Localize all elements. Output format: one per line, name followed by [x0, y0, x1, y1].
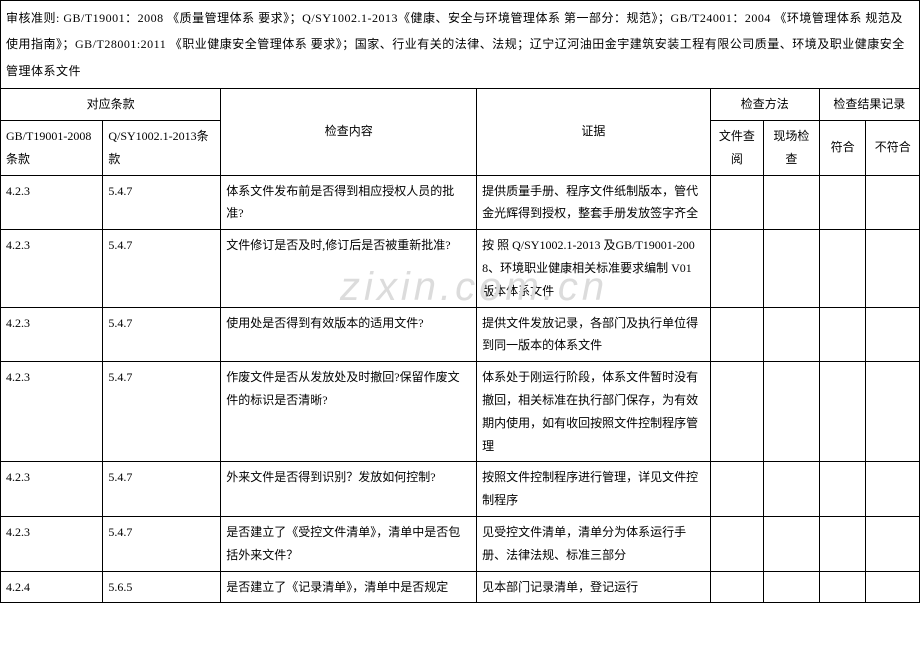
cell-content: 是否建立了《记录清单》，清单中是否规定: [221, 571, 477, 603]
cell-content: 外来文件是否得到识别？发放如何控制?: [221, 462, 477, 517]
table-row: 4.2.4 5.6.5 是否建立了《记录清单》，清单中是否规定 见本部门记录清单…: [1, 571, 920, 603]
cell-gb2: 5.4.7: [103, 462, 221, 517]
col-group-result: 检查结果记录: [819, 89, 919, 121]
cell-result2: [866, 462, 920, 517]
page-container: zixin.com.cn 审核准则: GB/T19001：2008 《质量管理体…: [0, 0, 920, 603]
col-result2: 不符合: [866, 120, 920, 175]
cell-evidence: 提供文件发放记录，各部门及执行单位得到同一版本的体系文件: [477, 307, 711, 362]
cell-method1: [710, 307, 763, 362]
cell-result2: [866, 230, 920, 307]
cell-content: 使用处是否得到有效版本的适用文件?: [221, 307, 477, 362]
col-group-clauses: 对应条款: [1, 89, 221, 121]
cell-method2: [764, 516, 820, 571]
cell-evidence: 体系处于刚运行阶段，体系文件暂时没有撤回，相关标准在执行部门保存，为有效期内使用…: [477, 362, 711, 462]
cell-result2: [866, 175, 920, 230]
cell-gb1: 4.2.3: [1, 462, 103, 517]
column-group-row: 对应条款 检查内容 证据 检查方法 检查结果记录: [1, 89, 920, 121]
cell-content: 是否建立了《受控文件清单》，清单中是否包括外来文件？: [221, 516, 477, 571]
table-row: 4.2.3 5.4.7 外来文件是否得到识别？发放如何控制? 按照文件控制程序进…: [1, 462, 920, 517]
cell-result2: [866, 307, 920, 362]
cell-gb2: 5.4.7: [103, 175, 221, 230]
header-row: 审核准则: GB/T19001：2008 《质量管理体系 要求》；Q/SY100…: [1, 1, 920, 89]
audit-criteria-cell: 审核准则: GB/T19001：2008 《质量管理体系 要求》；Q/SY100…: [1, 1, 920, 89]
col-content: 检查内容: [221, 89, 477, 175]
table-row: 4.2.3 5.4.7 使用处是否得到有效版本的适用文件? 提供文件发放记录，各…: [1, 307, 920, 362]
cell-method1: [710, 462, 763, 517]
cell-content: 文件修订是否及时,修订后是否被重新批准?: [221, 230, 477, 307]
cell-evidence: 按 照 Q/SY1002.1-2013 及GB/T19001-2008、环境职业…: [477, 230, 711, 307]
audit-table: 审核准则: GB/T19001：2008 《质量管理体系 要求》；Q/SY100…: [0, 0, 920, 603]
cell-gb2: 5.6.5: [103, 571, 221, 603]
cell-result1: [819, 462, 866, 517]
col-method2: 现场检查: [764, 120, 820, 175]
cell-content: 体系文件发布前是否得到相应授权人员的批准?: [221, 175, 477, 230]
cell-evidence: 见本部门记录清单，登记运行: [477, 571, 711, 603]
cell-method1: [710, 362, 763, 462]
col-result1: 符合: [819, 120, 866, 175]
cell-evidence: 按照文件控制程序进行管理，详见文件控制程序: [477, 462, 711, 517]
col-gb2: Q/SY1002.1-2013条款: [103, 120, 221, 175]
cell-gb1: 4.2.3: [1, 362, 103, 462]
cell-method1: [710, 516, 763, 571]
cell-gb2: 5.4.7: [103, 516, 221, 571]
cell-method1: [710, 175, 763, 230]
cell-method2: [764, 462, 820, 517]
cell-result1: [819, 307, 866, 362]
cell-gb1: 4.2.4: [1, 571, 103, 603]
cell-result2: [866, 516, 920, 571]
cell-method1: [710, 571, 763, 603]
cell-gb2: 5.4.7: [103, 230, 221, 307]
cell-gb2: 5.4.7: [103, 307, 221, 362]
cell-method1: [710, 230, 763, 307]
col-evidence: 证据: [477, 89, 711, 175]
cell-result1: [819, 571, 866, 603]
cell-evidence: 提供质量手册、程序文件纸制版本，管代金光辉得到授权，整套手册发放签字齐全: [477, 175, 711, 230]
table-row: 4.2.3 5.4.7 文件修订是否及时,修订后是否被重新批准? 按 照 Q/S…: [1, 230, 920, 307]
cell-gb1: 4.2.3: [1, 230, 103, 307]
cell-result2: [866, 362, 920, 462]
cell-evidence: 见受控文件清单，清单分为体系运行手册、法律法规、标准三部分: [477, 516, 711, 571]
cell-result1: [819, 175, 866, 230]
col-group-method: 检查方法: [710, 89, 819, 121]
col-method1: 文件查阅: [710, 120, 763, 175]
cell-content: 作废文件是否从发放处及时撤回?保留作废文件的标识是否清晰?: [221, 362, 477, 462]
cell-method2: [764, 175, 820, 230]
table-row: 4.2.3 5.4.7 体系文件发布前是否得到相应授权人员的批准? 提供质量手册…: [1, 175, 920, 230]
cell-result1: [819, 230, 866, 307]
cell-gb2: 5.4.7: [103, 362, 221, 462]
table-row: 4.2.3 5.4.7 作废文件是否从发放处及时撤回?保留作废文件的标识是否清晰…: [1, 362, 920, 462]
cell-gb1: 4.2.3: [1, 175, 103, 230]
col-gb1: GB/T19001-2008条款: [1, 120, 103, 175]
cell-method2: [764, 230, 820, 307]
table-row: 4.2.3 5.4.7 是否建立了《受控文件清单》，清单中是否包括外来文件？ 见…: [1, 516, 920, 571]
cell-method2: [764, 362, 820, 462]
cell-result1: [819, 362, 866, 462]
cell-result1: [819, 516, 866, 571]
cell-gb1: 4.2.3: [1, 516, 103, 571]
cell-gb1: 4.2.3: [1, 307, 103, 362]
cell-method2: [764, 307, 820, 362]
cell-result2: [866, 571, 920, 603]
cell-method2: [764, 571, 820, 603]
